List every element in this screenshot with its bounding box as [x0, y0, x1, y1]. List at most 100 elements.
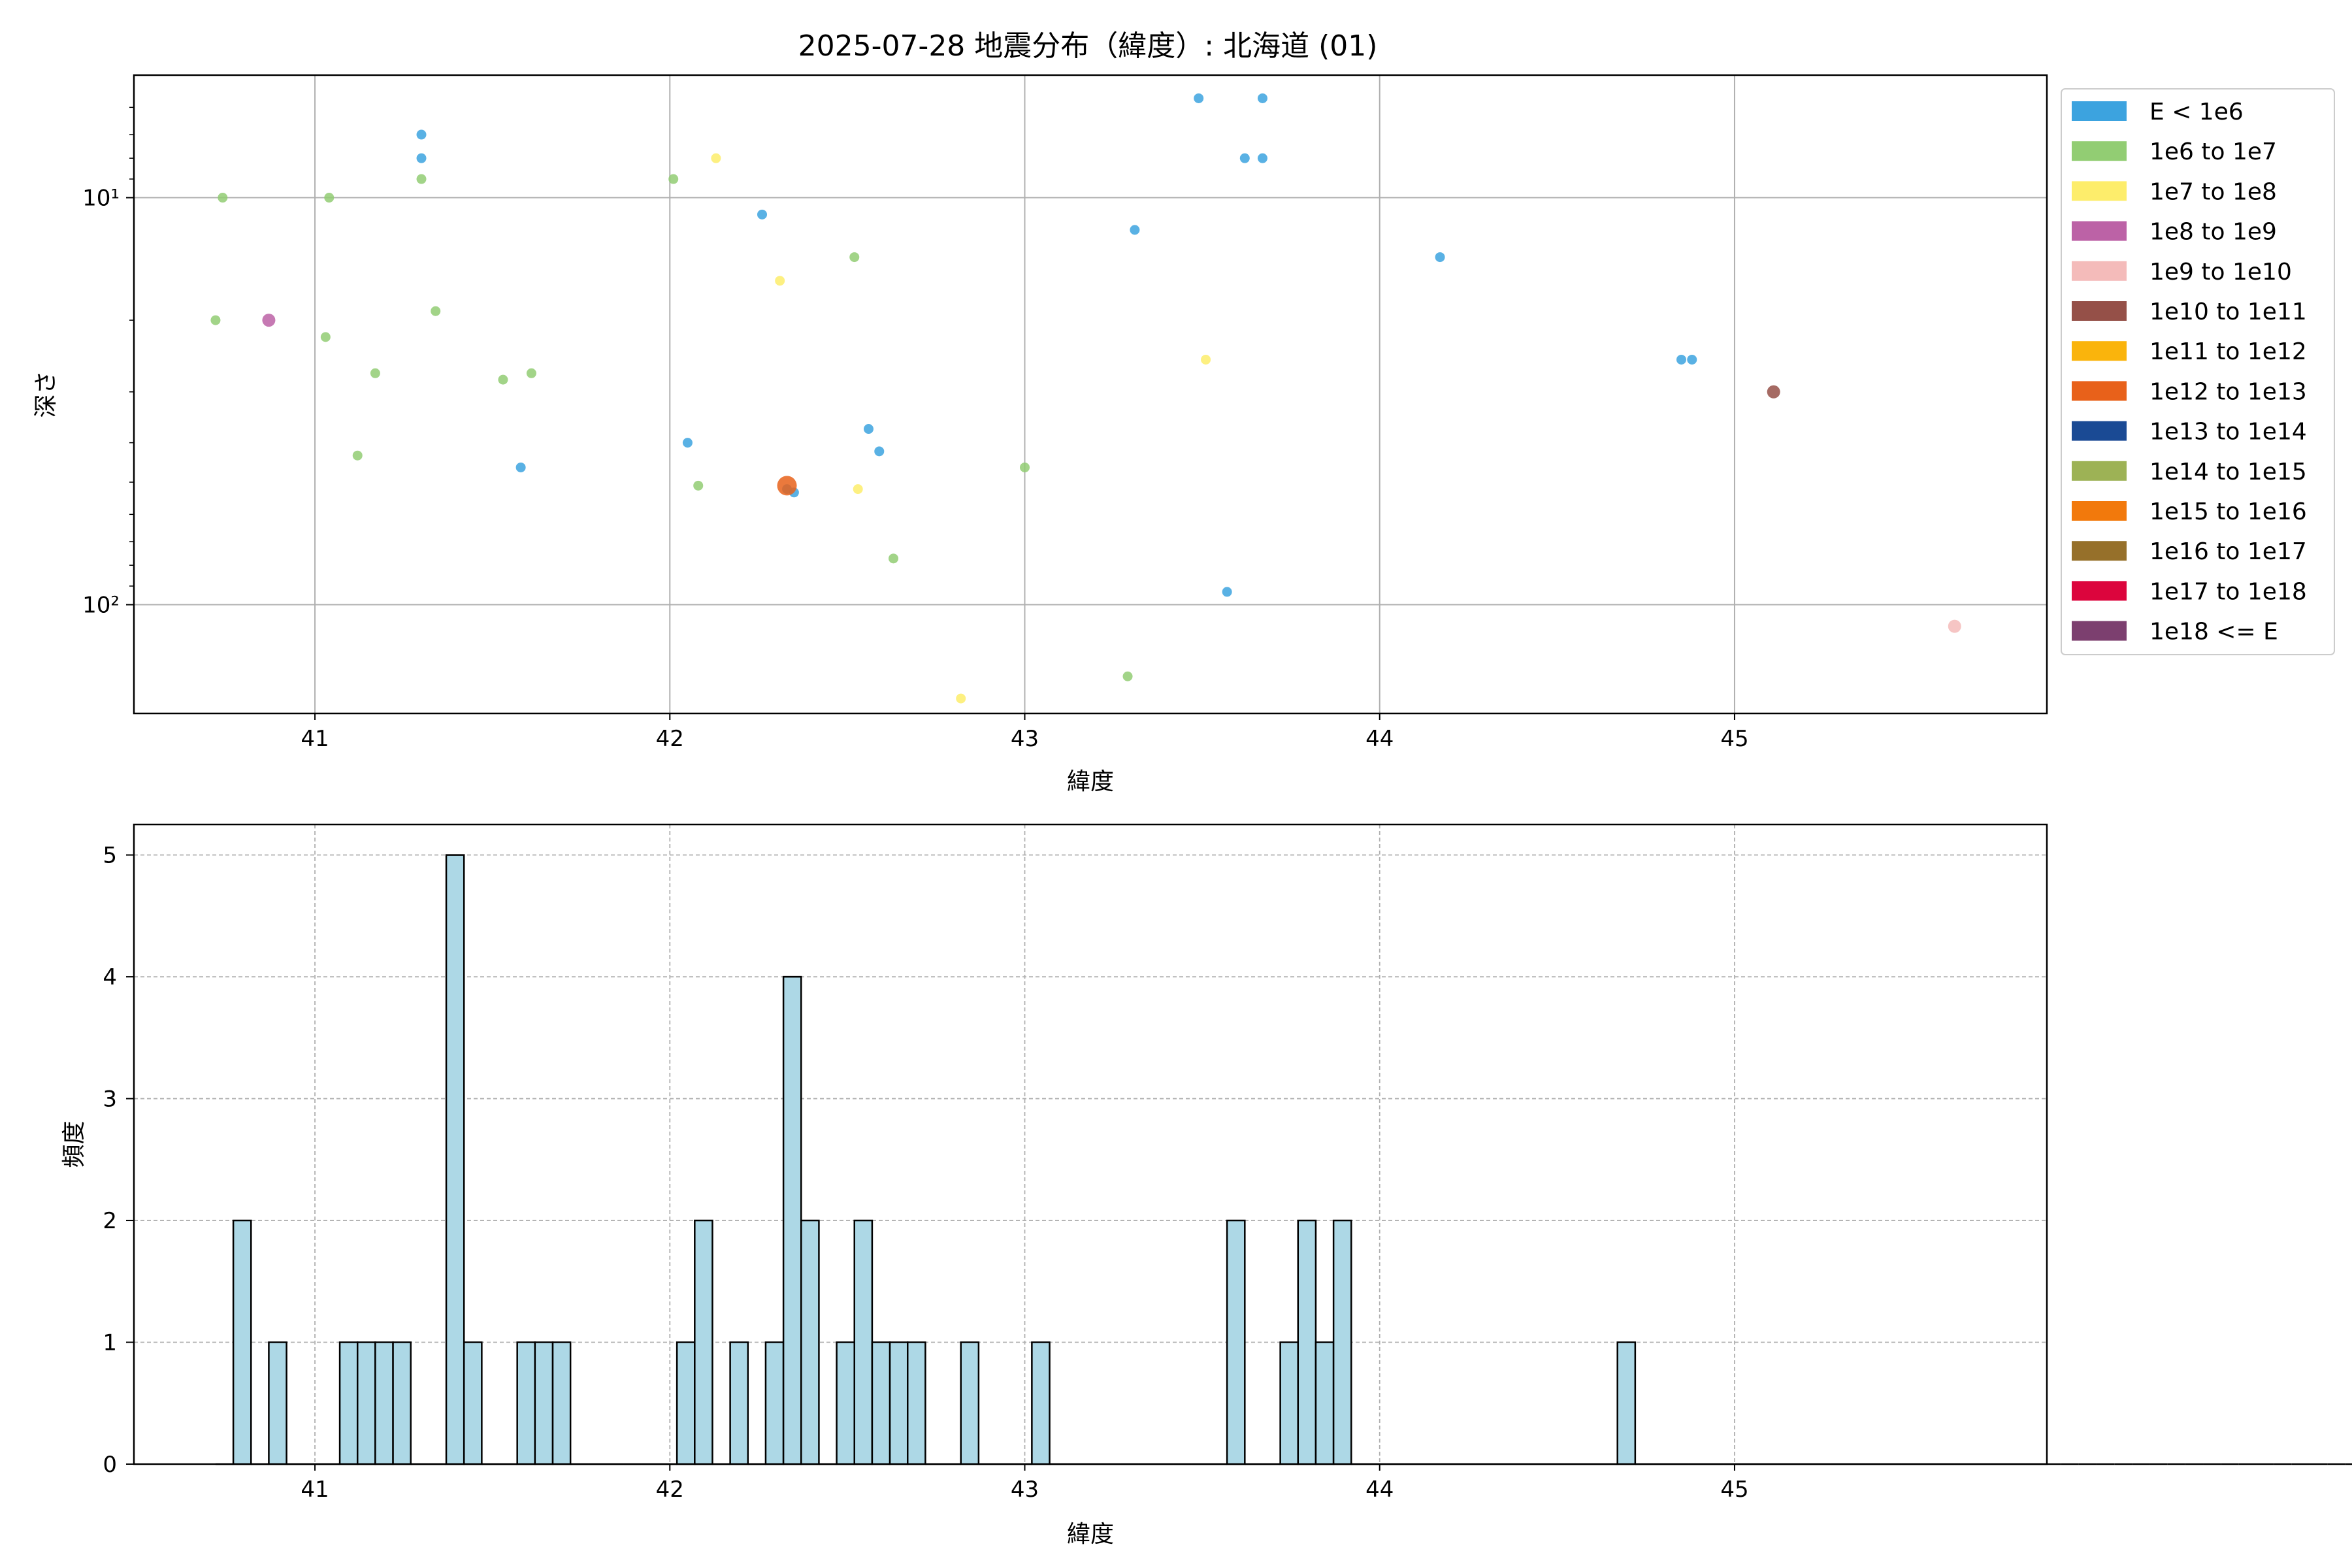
hist-bar: [338, 1341, 359, 1465]
scatter-point: [849, 252, 860, 263]
scatter-point: [416, 174, 427, 184]
legend-label: 1e17 to 1e18: [2149, 578, 2307, 605]
hist-bar: [729, 1341, 749, 1465]
scatter-point: [1239, 153, 1250, 163]
scatter-point: [1020, 462, 1030, 472]
scatter-point: [320, 332, 331, 342]
hist-bar: [1297, 1219, 1317, 1465]
scatter-point: [668, 174, 679, 184]
legend-label: 1e9 to 1e10: [2149, 259, 2292, 286]
hist-x-tick-label: 44: [1365, 1477, 1394, 1503]
scatter-point: [1122, 671, 1133, 681]
hist-bar: [392, 1341, 412, 1465]
legend-swatch: [2072, 581, 2127, 601]
hist-bar: [445, 854, 465, 1465]
hist-y-axis-label: 頻度: [61, 1120, 88, 1168]
hist-x-tick-label: 43: [1011, 1477, 1039, 1503]
hist-bar: [516, 1341, 536, 1465]
hist-bar: [1279, 1341, 1299, 1465]
hist-bar: [782, 975, 802, 1465]
hist-bar: [800, 1219, 820, 1465]
hist-bar: [1332, 1219, 1352, 1465]
hist-bar: [356, 1341, 376, 1465]
legend-swatch: [2072, 181, 2127, 201]
scatter-point: [775, 276, 785, 286]
legend-label: 1e13 to 1e14: [2149, 419, 2307, 446]
scatter-point: [1687, 354, 1697, 365]
scatter-point: [1948, 619, 1961, 633]
legend-swatch: [2072, 501, 2127, 521]
hist-bar: [232, 1219, 252, 1465]
hist-bar: [374, 1341, 394, 1465]
hist-bar: [1031, 1341, 1051, 1465]
scatter-point: [324, 193, 335, 203]
scatter-point: [1194, 93, 1204, 103]
hist-bar: [268, 1341, 287, 1465]
scatter-frame: [133, 74, 2048, 715]
hist-y-tick-label: 2: [103, 1208, 117, 1234]
legend-swatch: [2072, 301, 2127, 321]
scatter-point: [757, 209, 768, 220]
hist-x-tick-label: 45: [1720, 1477, 1748, 1503]
scatter-point: [1767, 385, 1780, 399]
scatter-point: [262, 314, 276, 327]
legend-label: 1e7 to 1e8: [2149, 178, 2277, 205]
hist-y-tick-label: 1: [103, 1330, 117, 1356]
legend-swatch: [2072, 261, 2127, 281]
legend-swatch: [2072, 221, 2127, 241]
hist-bar: [889, 1341, 909, 1465]
legend-label: 1e15 to 1e16: [2149, 498, 2307, 525]
scatter-x-tick-label: 45: [1720, 726, 1748, 752]
legend-label: 1e8 to 1e9: [2149, 219, 2277, 246]
legend-swatch: [2072, 621, 2127, 641]
scatter-point: [370, 368, 380, 378]
scatter-y-tick-label: 10¹: [82, 186, 120, 212]
hist-bar: [463, 1341, 483, 1465]
legend-swatch: [2072, 421, 2127, 441]
hist-bar: [534, 1341, 554, 1465]
scatter-point: [1201, 354, 1211, 365]
scatter-point: [1257, 93, 1267, 103]
scatter-point: [1435, 252, 1445, 263]
legend-label: 1e16 to 1e17: [2149, 538, 2307, 565]
scatter-point: [352, 450, 363, 461]
scatter-point: [218, 193, 228, 203]
scatter-point: [210, 315, 221, 325]
hist-bar: [676, 1341, 696, 1465]
scatter-point: [1130, 225, 1140, 235]
legend-box: [2061, 88, 2335, 655]
legend-label: 1e18 <= E: [2149, 619, 2278, 645]
legend-swatch: [2072, 341, 2127, 361]
hist-x-tick-label: 41: [301, 1477, 329, 1503]
legend-swatch: [2072, 461, 2127, 481]
legend-label: 1e6 to 1e7: [2149, 139, 2277, 165]
hist-y-tick-label: 0: [103, 1452, 117, 1478]
hist-y-tick-label: 4: [103, 964, 117, 990]
hist-x-axis-label: 緯度: [1067, 1521, 1114, 1548]
scatter-point: [515, 462, 526, 472]
hist-bar: [871, 1341, 891, 1465]
hist-bar: [853, 1219, 874, 1465]
legend-label: E < 1e6: [2149, 99, 2244, 125]
scatter-point: [863, 424, 874, 434]
scatter-point: [498, 374, 508, 385]
hist-bar: [836, 1341, 856, 1465]
scatter-point: [526, 368, 536, 378]
legend-label: 1e10 to 1e11: [2149, 299, 2307, 325]
scatter-point: [1257, 153, 1267, 163]
scatter-point: [777, 476, 797, 496]
legend-swatch: [2072, 101, 2127, 121]
hist-x-tick-label: 42: [656, 1477, 684, 1503]
legend-swatch: [2072, 541, 2127, 561]
legend-label: 1e12 to 1e13: [2149, 378, 2307, 405]
hist-bar: [960, 1341, 980, 1465]
scatter-panel: 41 42 43 44 45 10¹ 10² 緯度 深さ: [33, 74, 2048, 795]
hist-bar: [1315, 1341, 1335, 1465]
hist-bar: [1226, 1219, 1246, 1465]
scatter-point: [853, 484, 863, 495]
legend-label: 1e11 to 1e12: [2149, 338, 2307, 365]
legend-swatch: [2072, 141, 2127, 161]
scatter-point: [889, 553, 899, 564]
